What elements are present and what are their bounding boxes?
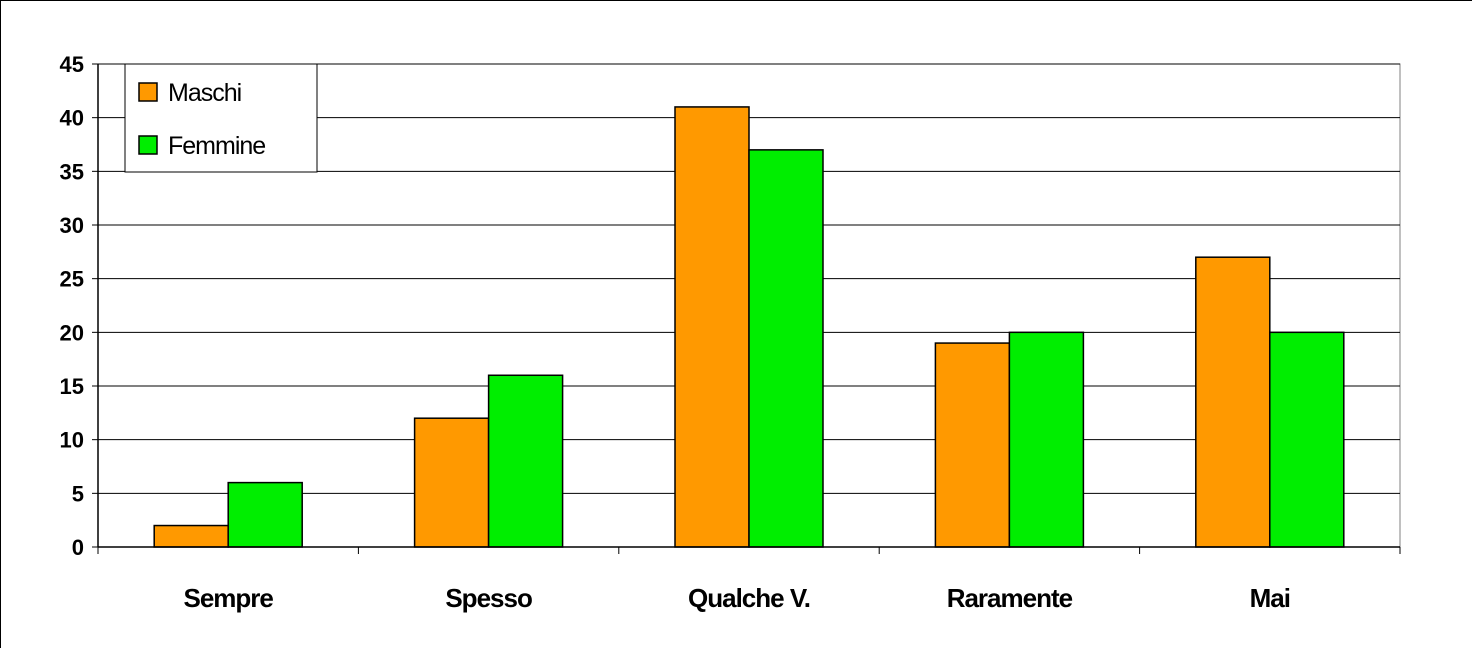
x-tick-label: Qualche V. xyxy=(688,583,810,613)
y-tick-label: 40 xyxy=(60,106,84,131)
legend-swatch-maschi xyxy=(138,82,158,102)
axes xyxy=(92,63,1401,554)
y-tick-label: 5 xyxy=(72,481,84,506)
y-tick-label: 15 xyxy=(60,374,84,399)
legend-swatch-femmine xyxy=(138,135,158,155)
x-tick-label: Raramente xyxy=(947,583,1073,613)
bars xyxy=(153,106,1345,548)
bar-femmine-0 xyxy=(227,481,303,548)
legend-label-maschi: Maschi xyxy=(168,79,241,107)
bar-maschi-4 xyxy=(1195,256,1271,548)
bar-femmine-2 xyxy=(748,149,824,548)
labels: 0 5 10 15 20 25 30 35 40 45 Sempre Spesso Qualche V.… xyxy=(60,52,1291,613)
y-tick-label: 35 xyxy=(60,159,84,184)
x-tick-label: Sempre xyxy=(184,583,274,613)
y-tick-label: 45 xyxy=(60,52,84,77)
bar-maschi-2 xyxy=(674,106,750,548)
legend-label-femmine: Femmine xyxy=(168,132,265,160)
legend: Maschi Femmine xyxy=(124,63,318,173)
y-tick-label: 0 xyxy=(72,535,84,560)
bar-femmine-4 xyxy=(1269,331,1345,548)
y-tick-label: 20 xyxy=(60,320,84,345)
y-tick-label: 10 xyxy=(60,428,84,453)
bar-maschi-0 xyxy=(153,524,229,548)
bar-maschi-3 xyxy=(934,342,1011,548)
x-tick-label: Mai xyxy=(1250,583,1290,613)
y-tick-label: 25 xyxy=(60,267,84,292)
y-tick-label: 30 xyxy=(60,213,84,238)
x-tick-label: Spesso xyxy=(445,583,532,613)
bar-femmine-1 xyxy=(487,374,564,548)
bar-femmine-3 xyxy=(1008,331,1085,548)
bar-maschi-1 xyxy=(413,417,490,548)
